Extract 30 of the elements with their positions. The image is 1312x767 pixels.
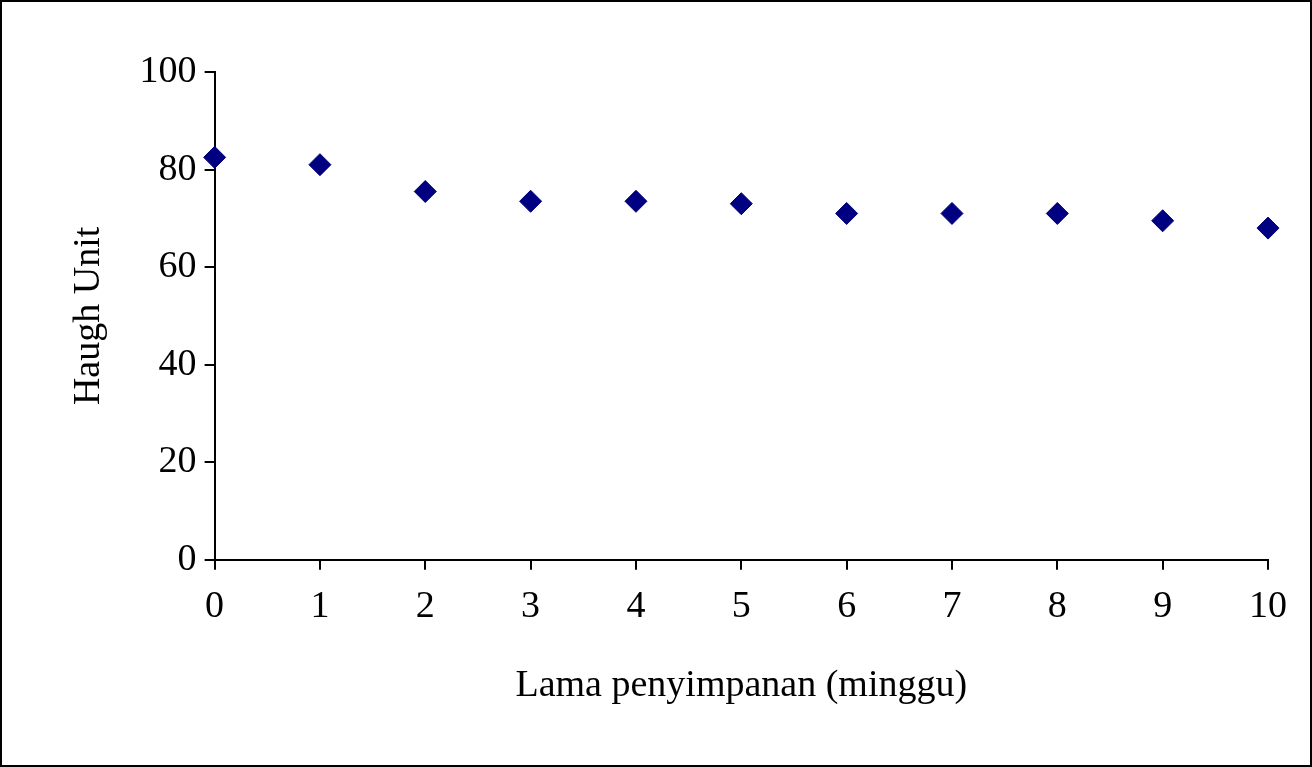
x-tick-label: 10 [1249,582,1287,625]
point [1045,201,1069,225]
point [624,189,648,213]
point [940,201,964,225]
point [519,189,543,213]
point [413,180,437,204]
y-tick-label: 80 [158,145,197,188]
x-tick-label: 2 [415,582,435,625]
y-axis-title: Haugh Unit [64,226,107,406]
point [308,153,332,177]
y-tick-label: 20 [158,438,197,481]
y-tick-label: 40 [158,340,197,383]
x-tick-label: 7 [942,582,962,625]
x-tick-label: 4 [626,582,646,625]
point [1151,209,1175,233]
x-tick-label: 0 [205,582,225,625]
point [835,201,859,225]
point [203,145,227,169]
y-tick-label: 0 [177,535,197,578]
x-tick-label: 1 [310,582,330,625]
x-tick-label: 6 [837,582,857,625]
y-tick-label: 100 [139,47,197,90]
x-tick-label: 3 [521,582,541,625]
x-tick-label: 8 [1047,582,1067,625]
x-axis-title: Lama penyimpanan (minggu) [515,662,968,706]
x-tick-label: 9 [1153,582,1173,625]
point [729,192,753,216]
x-tick-label: 5 [731,582,751,625]
y-tick-label: 60 [158,243,197,286]
point [1256,216,1280,240]
